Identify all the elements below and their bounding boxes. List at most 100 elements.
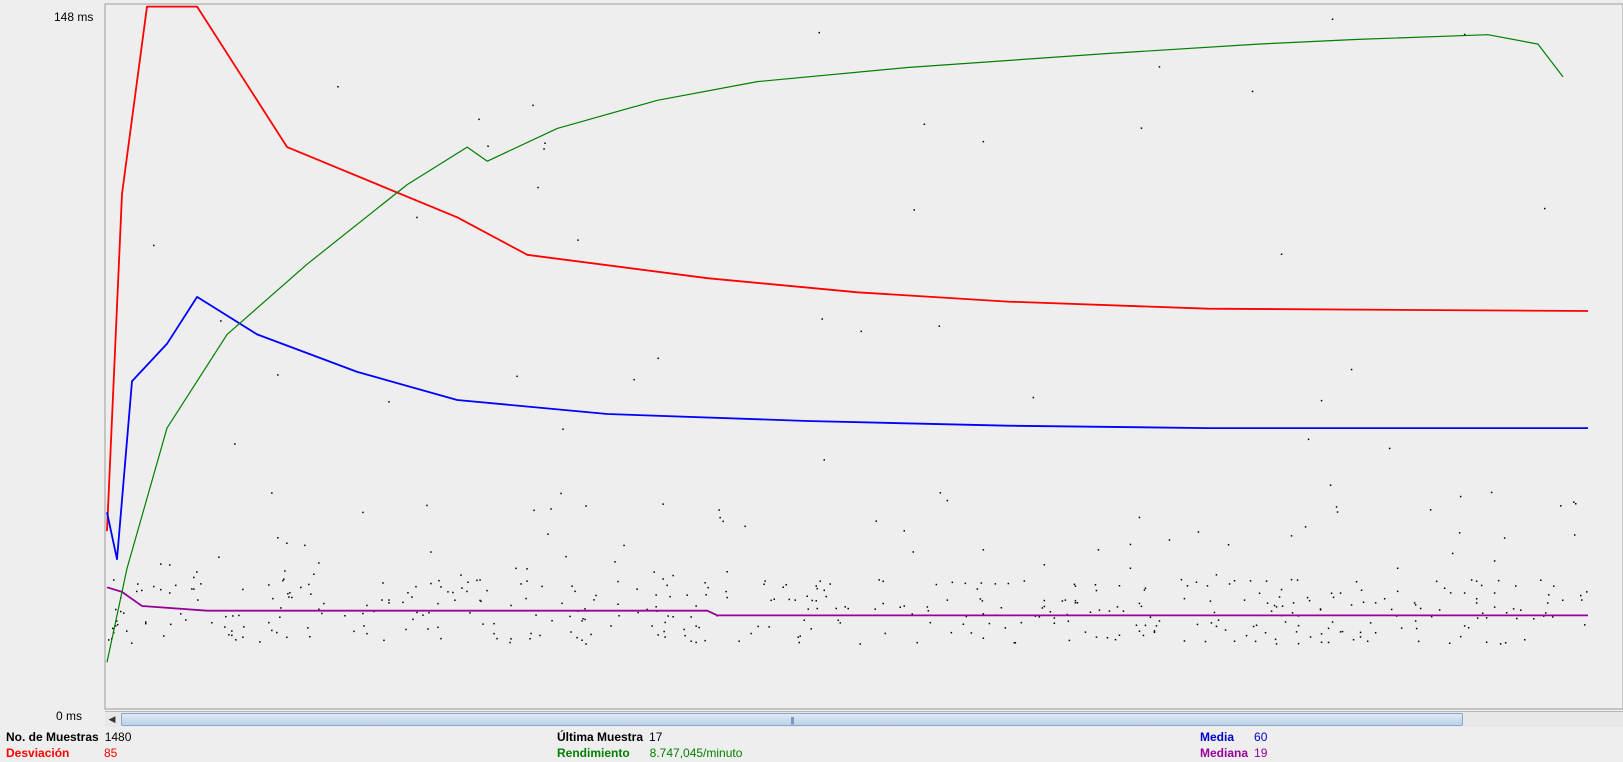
last-sample-label: Última Muestra: [557, 730, 644, 744]
sample-point: [911, 613, 913, 615]
sample-point: [1114, 638, 1117, 641]
sample-point: [117, 623, 119, 626]
sample-point: [280, 607, 282, 609]
sample-point: [821, 318, 823, 320]
sample-point: [169, 592, 171, 594]
sample-point: [981, 600, 984, 602]
sample-point: [946, 499, 949, 502]
sample-point: [196, 571, 198, 573]
sample-point: [225, 615, 227, 618]
sample-point: [1135, 624, 1138, 626]
sample-point: [964, 582, 967, 585]
sample-point: [382, 582, 384, 584]
sample-point: [313, 573, 315, 575]
sample-point: [115, 608, 117, 611]
sample-point: [1309, 636, 1312, 638]
sample-point: [929, 621, 932, 624]
sample-point: [1275, 606, 1278, 608]
sample-point: [1575, 503, 1577, 505]
sample-point: [533, 509, 535, 512]
sample-point: [1362, 601, 1365, 603]
sample-point: [1504, 642, 1507, 644]
sample-point: [623, 544, 625, 547]
sample-point: [1266, 602, 1269, 604]
sample-point: [569, 615, 571, 618]
stat-samples: No. de Muestras 1480: [6, 730, 131, 744]
sample-point: [1467, 627, 1470, 629]
sample-point: [1360, 589, 1363, 591]
sample-point: [1264, 632, 1267, 634]
sample-point: [666, 584, 668, 587]
sample-point: [1138, 602, 1141, 605]
sample-point: [646, 608, 648, 611]
sample-point: [530, 632, 532, 635]
sample-point: [726, 571, 728, 573]
sample-point: [123, 612, 125, 614]
sample-point: [1490, 491, 1493, 494]
sample-point: [1330, 592, 1333, 594]
sample-point: [913, 209, 915, 211]
sample-point: [859, 643, 861, 645]
last-sample-value: 17: [649, 730, 663, 744]
sample-point: [1118, 634, 1121, 636]
sample-point: [1097, 549, 1100, 551]
sample-point: [529, 638, 531, 640]
sample-point: [683, 628, 685, 631]
sample-point: [1043, 564, 1046, 566]
sample-point: [839, 622, 841, 624]
sample-point: [461, 587, 463, 589]
sample-point: [1273, 604, 1276, 607]
stat-median: Mediana 19: [1200, 746, 1267, 760]
horizontal-scrollbar[interactable]: ◀ |||: [105, 711, 1623, 727]
sample-point: [1291, 612, 1294, 614]
sample-point: [1140, 127, 1143, 129]
sample-point: [707, 586, 709, 589]
sample-point: [1183, 640, 1186, 642]
sample-point: [272, 597, 274, 600]
scroll-thumb[interactable]: |||: [121, 713, 1463, 726]
stat-deviation: Desviación 85: [6, 746, 117, 760]
sample-point: [163, 635, 165, 637]
sample-point: [136, 590, 138, 593]
sample-point: [486, 589, 488, 592]
sample-point: [1245, 634, 1248, 637]
sample-point: [1061, 600, 1064, 602]
sample-point: [416, 216, 418, 219]
scroll-left-arrow-icon[interactable]: ◀: [108, 714, 116, 724]
sample-point: [366, 632, 368, 635]
sample-point: [810, 628, 812, 630]
sample-point: [965, 615, 968, 618]
sample-point: [903, 530, 905, 532]
series-line-deviation: [106, 5, 1589, 532]
sample-point: [307, 627, 309, 629]
sample-point: [510, 638, 512, 640]
sample-point: [750, 632, 752, 635]
sample-point: [1149, 616, 1152, 618]
sample-point: [1415, 627, 1418, 630]
sample-point: [1295, 631, 1298, 633]
sample-point: [1186, 585, 1189, 587]
sample-point: [1249, 580, 1252, 582]
sample-point: [1215, 574, 1218, 576]
series-line-median: [106, 586, 1588, 617]
scroll-grip-icon: |||: [790, 716, 794, 725]
sample-point: [1369, 622, 1372, 624]
sample-point: [1463, 33, 1466, 36]
sample-point: [231, 630, 233, 632]
sample-point: [1280, 253, 1283, 255]
sample-point: [1304, 526, 1307, 528]
sample-point: [160, 563, 162, 565]
sample-point: [1215, 625, 1218, 628]
sample-point: [757, 625, 759, 628]
sample-point: [145, 622, 147, 625]
sample-point: [618, 615, 620, 617]
sample-point: [1355, 581, 1358, 583]
sample-point: [407, 592, 409, 594]
sample-point: [1580, 594, 1582, 597]
sample-point: [561, 602, 563, 605]
sample-point: [309, 636, 311, 638]
sample-point: [672, 574, 674, 577]
sample-point: [1533, 618, 1535, 620]
sample-point: [415, 585, 417, 588]
sample-point: [1493, 592, 1496, 594]
